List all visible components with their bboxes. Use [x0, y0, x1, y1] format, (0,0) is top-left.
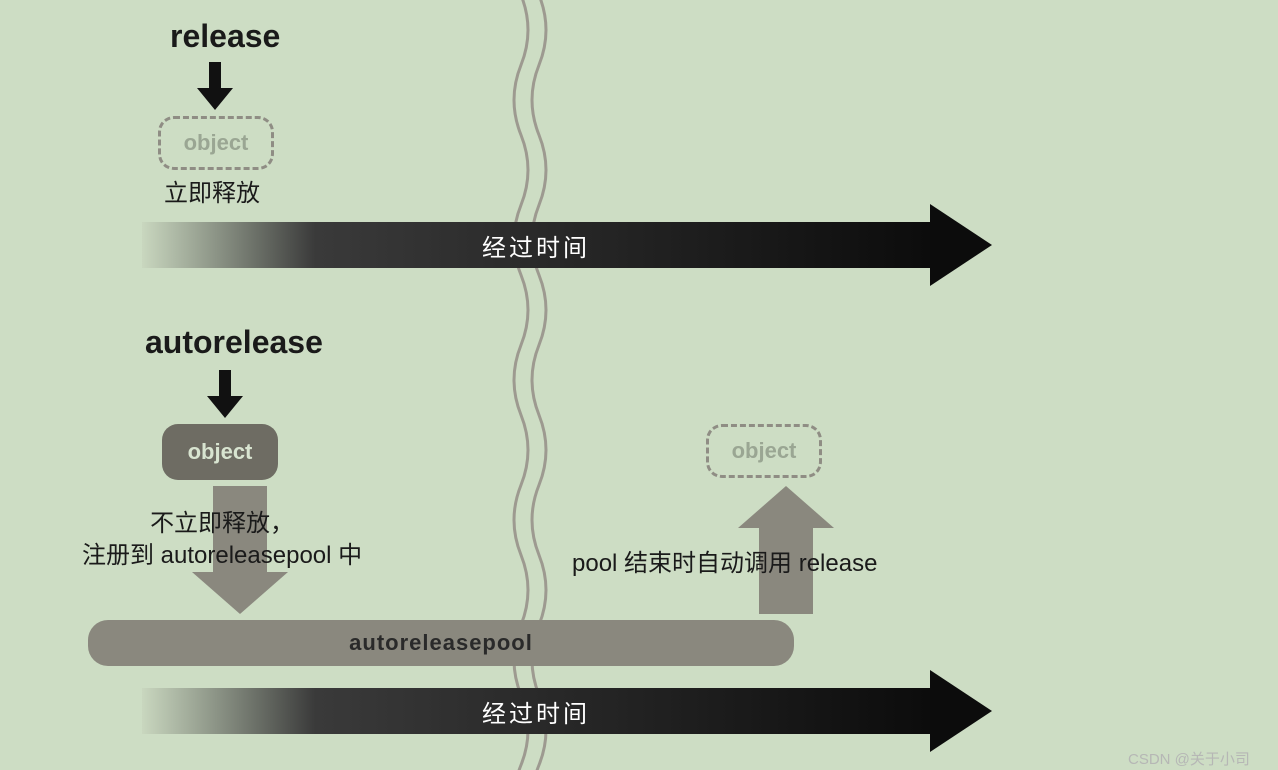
autorelease-caption-right: pool 结束时自动调用 release [572, 548, 877, 580]
autorelease-heading: autorelease [145, 324, 323, 361]
release-caption: 立即释放 [164, 178, 260, 210]
autorelease-ghost-object: object [706, 424, 822, 478]
diagram-stage: release object 立即释放 经过时间 autorelease obj… [0, 0, 1278, 770]
release-time-arrow: 经过时间 [142, 222, 992, 268]
watermark: CSDN @关于小司 [1128, 748, 1250, 769]
release-time-label: 经过时间 [482, 228, 590, 263]
autorelease-caption-left: 不立即释放， 注册到 autoreleasepool 中 [82, 508, 362, 573]
autorelease-down-arrow [216, 370, 234, 418]
autorelease-object-label: object [188, 439, 253, 465]
autoreleasepool-label: autoreleasepool [349, 630, 533, 656]
autorelease-time-arrow: 经过时间 [142, 688, 992, 734]
autoreleasepool-bar: autoreleasepool [88, 620, 794, 666]
autorelease-ghost-object-label: object [732, 438, 797, 464]
release-down-arrow [206, 62, 224, 110]
autorelease-time-label: 经过时间 [482, 694, 590, 729]
release-heading: release [170, 18, 280, 55]
release-ghost-object-label: object [184, 130, 249, 156]
autorelease-object-box: object [162, 424, 278, 480]
release-ghost-object: object [158, 116, 274, 170]
